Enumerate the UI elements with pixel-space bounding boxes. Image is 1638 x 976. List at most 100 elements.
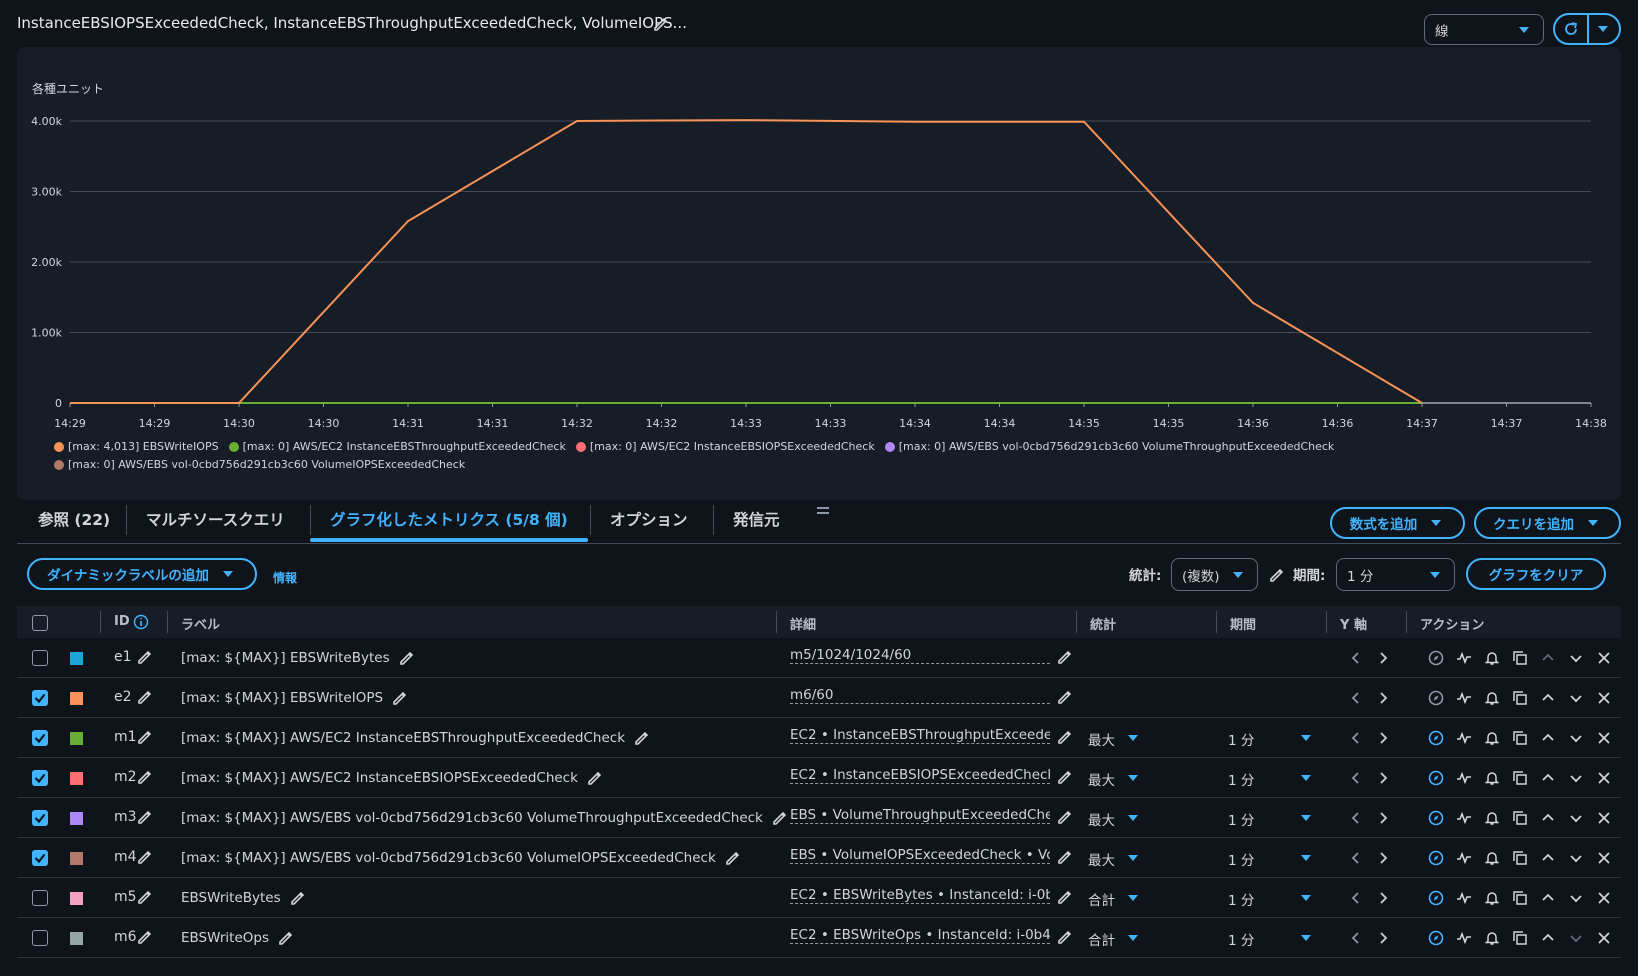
up-icon — [1542, 933, 1554, 941]
pencil-icon — [1270, 568, 1284, 582]
row-checkbox[interactable] — [32, 850, 48, 866]
pencil-icon — [635, 731, 649, 745]
compass-icon — [1428, 810, 1444, 826]
left-icon — [1351, 772, 1359, 784]
row-border — [17, 677, 1621, 678]
pencil-icon — [138, 890, 152, 904]
left-icon — [1351, 892, 1359, 904]
legend-item[interactable]: [max: 0] AWS/EBS vol-0cbd756d291cb3c60 V… — [54, 456, 465, 474]
compass-icon — [1428, 930, 1444, 946]
legend-label: [max: 0] AWS/EC2 InstanceEBSIOPSExceeded… — [589, 440, 875, 453]
row-checkbox[interactable] — [32, 690, 48, 706]
pencil-icon — [1058, 650, 1072, 664]
row-stat[interactable]: 合計 — [1088, 933, 1115, 949]
row-checkbox[interactable] — [32, 730, 48, 746]
row-label[interactable]: EBSWriteOps — [181, 929, 295, 947]
row-details[interactable]: EC2 • InstanceEBSThroughputExceededCl — [790, 727, 1050, 744]
x-tick-label: 14:37 — [1406, 417, 1438, 430]
legend-label: [max: 0] AWS/EBS vol-0cbd756d291cb3c60 V… — [898, 440, 1335, 453]
refresh-button[interactable] — [1553, 13, 1621, 45]
row-checkbox[interactable] — [32, 890, 48, 906]
x-tick-label: 14:31 — [477, 417, 509, 430]
row-checkbox[interactable] — [32, 810, 48, 826]
chart-panel — [17, 47, 1621, 500]
add-math-button[interactable]: 数式を追加 — [1330, 507, 1465, 539]
tab[interactable]: 参照 (22) — [38, 511, 111, 529]
legend-item[interactable]: [max: 0] AWS/EC2 InstanceEBSThroughputEx… — [228, 438, 566, 456]
row-stat[interactable]: 最大 — [1088, 773, 1115, 789]
tab[interactable]: オプション — [610, 511, 688, 529]
x-icon — [1598, 692, 1610, 704]
row-period[interactable]: 1 分 — [1228, 733, 1255, 749]
x-icon — [1598, 812, 1610, 824]
y-tick-label: 0 — [55, 397, 62, 410]
copy-icon — [1513, 731, 1527, 745]
row-label[interactable]: [max: ${MAX}] AWS/EBS vol-0cbd756d291cb3… — [181, 809, 789, 827]
row-label-text: [max: ${MAX}] AWS/EC2 InstanceEBSThrough… — [181, 730, 626, 746]
row-period[interactable]: 1 分 — [1228, 893, 1255, 909]
x-tick-label: 14:29 — [54, 417, 86, 430]
bell-icon — [1484, 652, 1500, 665]
row-period[interactable]: 1 分 — [1228, 933, 1255, 949]
row-details[interactable]: EC2 • InstanceEBSIOPSExceededCheck • I — [790, 767, 1050, 784]
column-divider — [1076, 611, 1077, 633]
legend-item[interactable]: [max: 0] AWS/EBS vol-0cbd756d291cb3c60 V… — [884, 438, 1335, 456]
column-header: 統計 — [1090, 618, 1117, 633]
row-stat[interactable]: 最大 — [1088, 813, 1115, 829]
row-stat[interactable]: 合計 — [1088, 893, 1115, 909]
x-tick-label: 14:33 — [815, 417, 847, 430]
legend-item[interactable]: [max: 0] AWS/EC2 InstanceEBSIOPSExceeded… — [575, 438, 875, 456]
x-tick-label: 14:33 — [730, 417, 762, 430]
x-tick-label: 14:32 — [561, 417, 593, 430]
row-period[interactable]: 1 分 — [1228, 773, 1255, 789]
down-icon — [1570, 695, 1582, 703]
row-checkbox[interactable] — [32, 650, 48, 666]
header-checkbox[interactable] — [32, 615, 48, 631]
clear-graph-button[interactable]: グラフをクリア — [1466, 558, 1606, 590]
row-details[interactable]: EBS • VolumeIOPSExceededCheck • Volur — [790, 847, 1050, 864]
row-stat[interactable]: 最大 — [1088, 733, 1115, 749]
row-details[interactable]: EBS • VolumeThroughputExceededCheck — [790, 807, 1050, 824]
left-icon — [1351, 932, 1359, 944]
pencil-icon — [138, 770, 152, 784]
row-label[interactable]: [max: ${MAX}] AWS/EC2 InstanceEBSThrough… — [181, 729, 651, 747]
row-checkbox[interactable] — [32, 930, 48, 946]
row-color — [70, 892, 83, 905]
row-details[interactable]: EC2 • EBSWriteBytes • InstanceId: i-0b42… — [790, 887, 1050, 904]
pencil-icon — [290, 891, 304, 905]
row-details[interactable]: EC2 • EBSWriteOps • InstanceId: i-0b427c — [790, 927, 1050, 944]
row-checkbox[interactable] — [32, 770, 48, 786]
row-details[interactable]: m6/60 — [790, 687, 1050, 704]
checkmark — [34, 773, 46, 784]
caret-icon — [1301, 895, 1311, 901]
row-label[interactable]: [max: ${MAX}] EBSWriteBytes — [181, 649, 416, 667]
x-tick-label: 14:29 — [139, 417, 171, 430]
tab[interactable]: 発信元 — [733, 511, 780, 529]
caret-icon — [1128, 775, 1138, 781]
tab[interactable]: グラフ化したメトリクス (5/8 個) — [330, 511, 568, 529]
stat-select[interactable]: (複数) — [1171, 558, 1258, 591]
row-label[interactable]: EBSWriteBytes — [181, 889, 307, 907]
copy-icon — [1513, 691, 1527, 705]
row-color — [70, 932, 83, 945]
chart-style-select[interactable]: 線 — [1424, 14, 1544, 45]
caret-icon — [222, 571, 233, 577]
x-icon — [1598, 732, 1610, 744]
pencil-icon — [1058, 850, 1072, 864]
row-period[interactable]: 1 分 — [1228, 853, 1255, 869]
info-link[interactable]: 情報 — [273, 571, 298, 585]
row-details[interactable]: m5/1024/1024/60 — [790, 647, 1050, 664]
column-header: Y 軸 — [1340, 618, 1367, 633]
tab[interactable]: マルチソースクエリ — [146, 511, 285, 529]
dynamic-label-button[interactable]: ダイナミックラベルの追加 — [27, 558, 257, 590]
legend-item[interactable]: [max: 4,013] EBSWriteIOPS — [54, 438, 219, 456]
row-label[interactable]: [max: ${MAX}] AWS/EBS vol-0cbd756d291cb3… — [181, 849, 742, 867]
period-select[interactable]: 1 分 — [1336, 558, 1455, 591]
add-query-button[interactable]: クエリを追加 — [1474, 507, 1621, 539]
row-stat[interactable]: 最大 — [1088, 853, 1115, 869]
row-label[interactable]: [max: ${MAX}] EBSWriteIOPS — [181, 689, 409, 707]
row-label[interactable]: [max: ${MAX}] AWS/EC2 InstanceEBSIOPSExc… — [181, 769, 604, 787]
up-icon — [1542, 813, 1554, 821]
row-border — [17, 757, 1621, 758]
row-period[interactable]: 1 分 — [1228, 813, 1255, 829]
